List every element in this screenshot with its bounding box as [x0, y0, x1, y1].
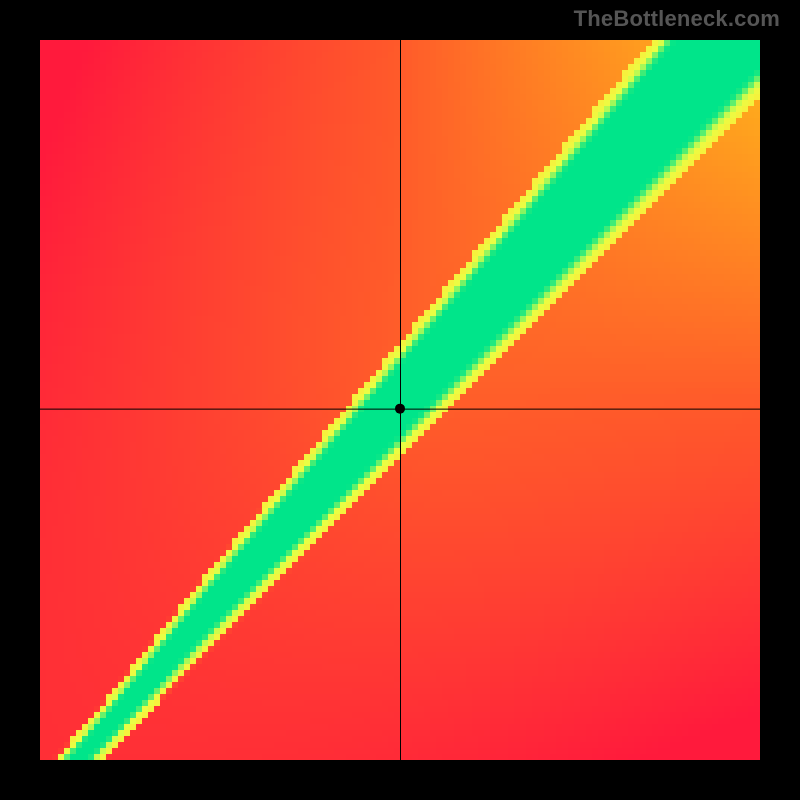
- figure-container: TheBottleneck.com: [0, 0, 800, 800]
- bottleneck-heatmap: [40, 40, 760, 760]
- watermark-text: TheBottleneck.com: [574, 6, 780, 32]
